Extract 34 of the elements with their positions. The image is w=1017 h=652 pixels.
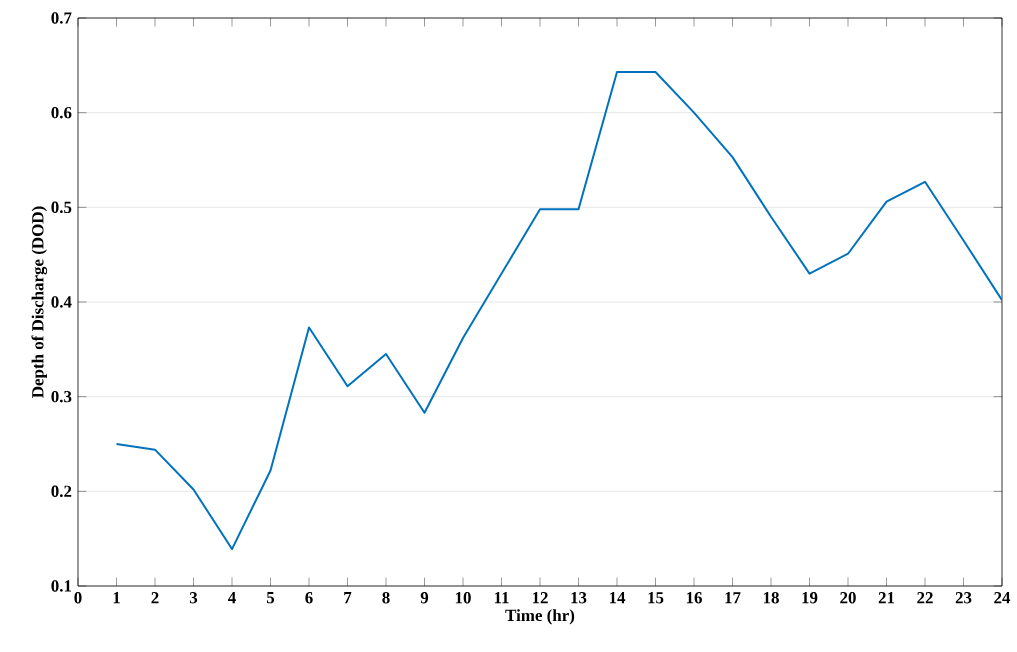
y-axis-title: Depth of Discharge (DOD): [31, 206, 48, 398]
x-tick-label: 20: [840, 592, 856, 604]
x-tick-label: 10: [455, 592, 471, 604]
x-tick-label: 3: [189, 592, 198, 604]
y-tick-label: 0.1: [51, 580, 72, 592]
x-tick-label: 16: [686, 592, 702, 604]
x-tick-label: 2: [151, 592, 159, 604]
x-tick-label: 6: [305, 592, 313, 604]
x-tick-label: 21: [878, 592, 895, 604]
x-tick-label: 12: [532, 592, 548, 604]
x-tick-label: 24: [994, 592, 1011, 604]
x-tick-label: 17: [725, 592, 741, 604]
x-tick-label: 15: [648, 592, 664, 604]
x-tick-label: 7: [344, 592, 352, 604]
y-tick-label: 0.4: [51, 296, 72, 308]
y-tick-label: 0.3: [51, 390, 72, 403]
y-tick-label: 0.5: [51, 201, 72, 214]
x-tick-label: 1: [113, 592, 120, 604]
x-tick-label: 13: [571, 592, 587, 604]
x-tick-label: 0: [74, 592, 82, 604]
x-tick-label: 9: [420, 592, 429, 604]
x-tick-label: 23: [955, 592, 972, 604]
x-tick-label: 18: [763, 592, 779, 604]
x-tick-label: 11: [494, 592, 509, 604]
x-tick-label: 19: [802, 592, 818, 604]
x-tick-label: 8: [382, 592, 390, 604]
x-tick-label: 22: [917, 592, 933, 604]
x-tick-label: 4: [227, 592, 236, 604]
x-axis-title: Time (hr): [505, 609, 575, 625]
x-tick-label: 5: [266, 592, 275, 604]
y-tick-label: 0.2: [51, 485, 72, 498]
x-tick-label: 14: [609, 592, 626, 604]
y-tick-label: 0.7: [51, 12, 72, 24]
y-tick-label: 0.6: [51, 106, 72, 119]
